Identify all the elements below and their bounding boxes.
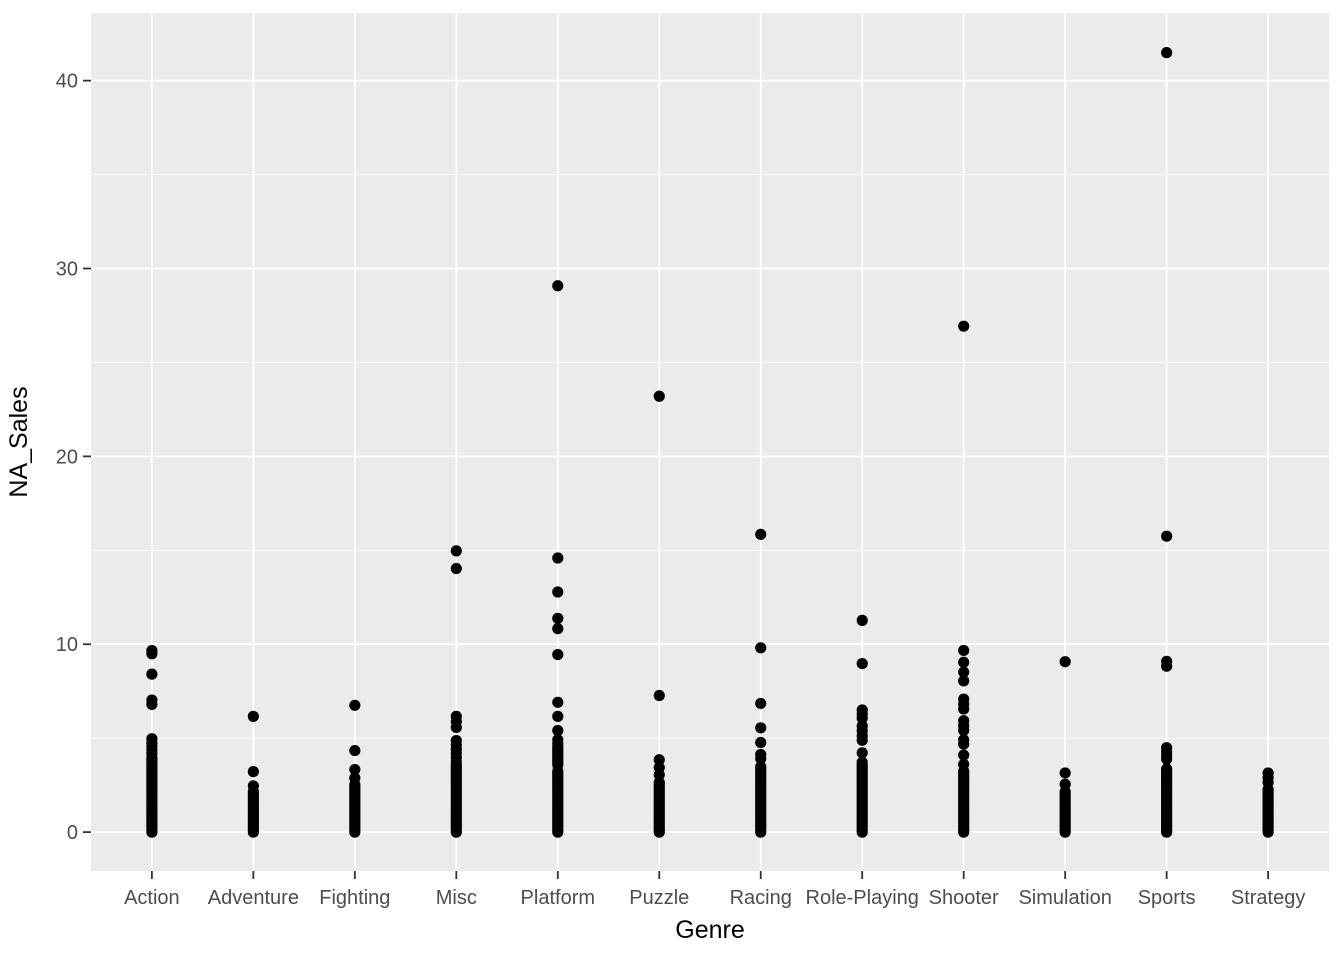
data-point (552, 552, 564, 564)
data-point (958, 656, 970, 668)
data-point (552, 586, 564, 598)
data-point (958, 749, 970, 761)
genre-points-strategy (1262, 767, 1274, 838)
data-point (450, 756, 462, 768)
x-tick-label: Simulation (1018, 887, 1111, 909)
genre-points-misc (450, 545, 462, 838)
x-tick-label: Shooter (929, 887, 999, 909)
data-point (958, 738, 970, 750)
data-point (552, 696, 564, 708)
x-tick-label: Sports (1138, 887, 1196, 909)
data-point (653, 776, 665, 789)
y-tick-label: 40 (56, 71, 78, 93)
y-axis-title: NA_Sales (5, 386, 33, 497)
data-point (552, 710, 564, 722)
y-tick-label: 10 (56, 634, 78, 656)
data-point (552, 724, 564, 737)
data-point (755, 528, 767, 540)
x-tick-label: Action (124, 887, 180, 909)
data-point (755, 642, 767, 654)
data-point (958, 724, 970, 737)
data-point (653, 754, 665, 766)
x-tick-label: Role-Playing (806, 887, 919, 909)
data-point (755, 722, 767, 734)
data-point (1161, 47, 1173, 59)
data-points (146, 47, 1274, 838)
data-point (1262, 783, 1274, 795)
data-point (247, 766, 259, 778)
data-point (349, 699, 361, 711)
data-point (856, 734, 868, 746)
data-point (856, 756, 868, 768)
data-point (349, 763, 361, 776)
data-point (1059, 656, 1071, 668)
x-tick-label: Racing (730, 887, 792, 909)
genre-points-action (146, 645, 158, 838)
data-point (146, 752, 158, 764)
data-point (450, 562, 462, 575)
data-point (653, 769, 665, 781)
data-point (247, 710, 259, 722)
data-point (755, 753, 767, 765)
data-point (856, 614, 868, 626)
data-point (958, 765, 970, 777)
genre-points-adventure (247, 710, 259, 838)
x-tick-label: Adventure (208, 887, 299, 909)
x-tick-label: Strategy (1231, 887, 1305, 909)
data-point (247, 785, 259, 798)
data-point (450, 721, 462, 734)
y-tick-label: 0 (67, 822, 78, 844)
genre-points-racing (755, 528, 767, 838)
data-point (856, 712, 868, 724)
data-point (653, 390, 665, 402)
data-point (755, 697, 767, 710)
data-point (1161, 753, 1173, 765)
data-point (1161, 530, 1173, 542)
x-tick-label: Puzzle (629, 887, 689, 909)
y-tick-label: 20 (56, 446, 78, 468)
data-point (146, 698, 158, 710)
data-point (552, 741, 564, 753)
x-tick-label: Platform (521, 887, 595, 909)
axis-tick-labels: 0 10 20 30 40 Action Adventure Fighting Misc Plat… (56, 71, 1306, 909)
data-point (1161, 660, 1173, 672)
axis-ticks (83, 79, 1270, 879)
data-point (552, 280, 564, 292)
data-point (856, 657, 868, 670)
genre-points-simulation (1059, 656, 1071, 838)
data-point (958, 320, 970, 332)
data-point (1059, 767, 1071, 779)
data-point (349, 744, 361, 757)
data-point (1059, 785, 1071, 798)
data-point (552, 623, 564, 635)
x-axis-title: Genre (675, 916, 744, 944)
genre-points-fighting (349, 699, 361, 838)
data-point (856, 747, 868, 759)
data-point (1161, 763, 1173, 775)
data-point (958, 666, 970, 678)
data-point (146, 648, 158, 660)
data-point (653, 689, 665, 702)
data-point (958, 675, 970, 687)
data-point (349, 779, 361, 791)
data-point (958, 703, 970, 715)
data-point (146, 668, 158, 680)
genre-points-puzzle (653, 390, 665, 838)
genre-points-sports (1161, 47, 1173, 838)
genre-points-role-playing (856, 614, 868, 838)
data-point (450, 545, 462, 557)
genre-points-shooter (958, 320, 970, 838)
data-point (755, 761, 767, 773)
y-tick-label: 30 (56, 259, 78, 281)
data-point (958, 644, 970, 657)
x-tick-label: Fighting (319, 887, 390, 909)
data-point (552, 612, 564, 624)
data-point (755, 736, 767, 749)
plot-panel (91, 13, 1329, 871)
x-tick-label: Misc (436, 887, 477, 909)
data-point (552, 648, 564, 661)
genre-points-platform (552, 280, 564, 838)
